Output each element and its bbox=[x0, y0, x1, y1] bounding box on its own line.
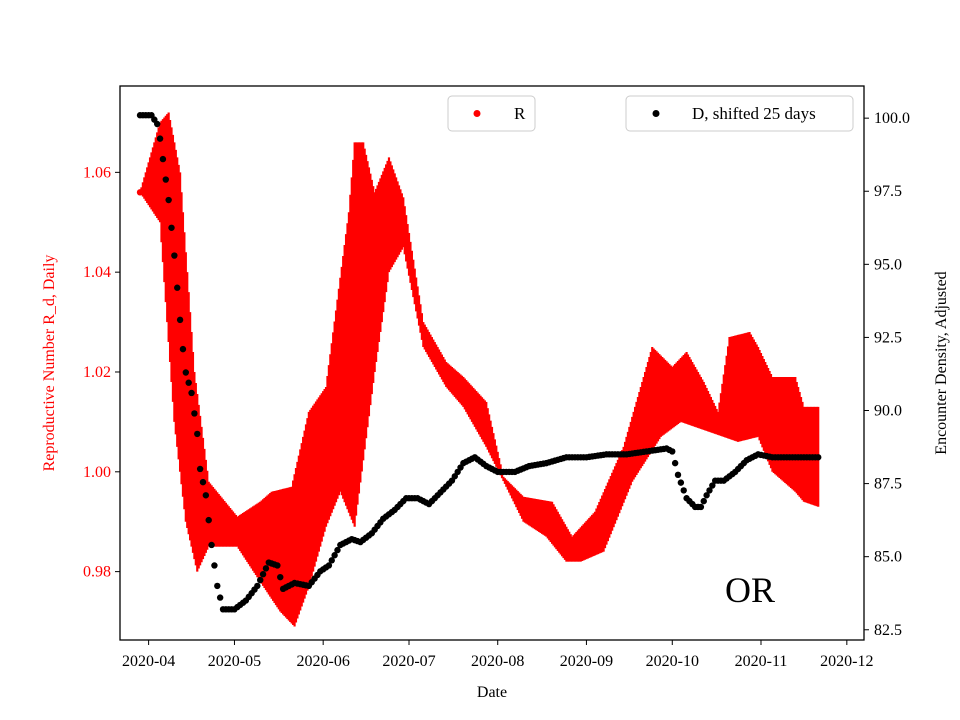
plot-area bbox=[136, 112, 822, 627]
d-point bbox=[274, 562, 281, 569]
x-tick-label: 2020-06 bbox=[297, 653, 350, 670]
d-point bbox=[202, 492, 210, 499]
plot-frame bbox=[119, 85, 865, 641]
d-point bbox=[277, 573, 284, 581]
y-left-tick-label: 1.04 bbox=[83, 264, 111, 281]
d-point bbox=[196, 465, 204, 473]
d-point bbox=[259, 571, 267, 578]
d-point bbox=[214, 582, 221, 590]
legend-r-marker bbox=[473, 110, 481, 117]
y-right-tick-label: 82.5 bbox=[874, 622, 902, 639]
y-right-tick-label: 100.0 bbox=[874, 110, 910, 127]
x-axis: 2020-04 2020-05 2020-06 2020-07 2020-08 2020-… bbox=[122, 640, 873, 670]
legend-d-label: D, shifted 25 days bbox=[692, 104, 816, 123]
x-tick-label: 2020-09 bbox=[560, 653, 613, 670]
d-point bbox=[176, 316, 184, 324]
y-left-tick-label: 1.00 bbox=[83, 464, 111, 481]
x-tick-label: 2020-05 bbox=[208, 653, 261, 670]
d-point bbox=[205, 516, 212, 524]
y-axis-right: 82.5 85.0 87.5 90.0 92.5 95.0 97.5 100.0 bbox=[864, 110, 910, 639]
d-point bbox=[677, 479, 685, 486]
d-point bbox=[216, 594, 224, 601]
y-left-tick-label: 1.02 bbox=[83, 364, 111, 381]
legend-r-label: R bbox=[514, 104, 526, 123]
d-point bbox=[331, 552, 338, 559]
x-axis-title: Date bbox=[477, 684, 507, 701]
y-right-tick-label: 95.0 bbox=[874, 256, 902, 273]
d-point bbox=[709, 482, 716, 489]
d-point bbox=[669, 448, 676, 455]
x-tick-label: 2020-10 bbox=[646, 653, 699, 670]
y-right-tick-label: 97.5 bbox=[874, 183, 902, 200]
state-annotation: OR bbox=[725, 570, 775, 610]
series-d bbox=[136, 112, 822, 613]
d-point bbox=[262, 565, 270, 572]
d-point bbox=[325, 562, 333, 569]
d-point bbox=[191, 410, 198, 417]
d-point bbox=[194, 430, 201, 438]
legend-d: D, shifted 25 days bbox=[625, 95, 854, 132]
r-start-point bbox=[136, 189, 144, 196]
x-tick-label: 2020-04 bbox=[122, 653, 175, 670]
y-axis-right-title: Encounter Density, Adjusted bbox=[933, 271, 950, 454]
d-point bbox=[700, 497, 707, 505]
y-right-tick-label: 85.0 bbox=[874, 549, 902, 566]
d-point bbox=[211, 562, 218, 569]
d-point bbox=[328, 557, 335, 564]
d-point bbox=[334, 546, 341, 554]
d-point bbox=[254, 582, 261, 590]
d-point bbox=[159, 155, 167, 163]
d-point bbox=[165, 196, 172, 204]
d-point bbox=[674, 471, 682, 479]
y-right-tick-label: 87.5 bbox=[874, 476, 902, 493]
series-r bbox=[136, 112, 820, 627]
x-tick-label: 2020-12 bbox=[820, 653, 873, 670]
d-point bbox=[697, 503, 705, 511]
d-point bbox=[815, 454, 822, 461]
x-tick-label: 2020-08 bbox=[471, 653, 524, 670]
d-point bbox=[199, 478, 207, 486]
y-left-tick-label: 0.98 bbox=[83, 564, 111, 581]
d-point bbox=[185, 379, 192, 386]
d-point bbox=[706, 487, 713, 494]
y-right-tick-label: 90.0 bbox=[874, 403, 902, 420]
legend-r-box bbox=[447, 95, 536, 132]
y-axis-left: 0.98 1.00 1.02 1.04 1.06 bbox=[83, 164, 120, 581]
d-point bbox=[179, 345, 187, 353]
d-point bbox=[671, 459, 679, 467]
y-right-tick-label: 92.5 bbox=[874, 329, 902, 346]
legend-d-box bbox=[625, 95, 854, 132]
d-point bbox=[168, 224, 175, 231]
d-point bbox=[154, 120, 161, 128]
d-point bbox=[182, 369, 190, 376]
d-point bbox=[162, 176, 169, 183]
d-point bbox=[208, 541, 215, 549]
y-axis-left-title: Reproductive Number R_d, Daily bbox=[41, 255, 58, 472]
y-left-tick-label: 1.06 bbox=[83, 164, 111, 181]
d-point bbox=[188, 389, 195, 397]
x-tick-label: 2020-07 bbox=[382, 653, 435, 670]
legend-r: R bbox=[447, 95, 536, 132]
d-point bbox=[174, 284, 181, 291]
legend-d-marker bbox=[652, 110, 660, 117]
x-tick-label: 2020-11 bbox=[735, 653, 788, 670]
d-point bbox=[680, 487, 687, 494]
d-point bbox=[703, 492, 710, 499]
d-point bbox=[171, 252, 178, 259]
d-point bbox=[156, 135, 164, 142]
d-point bbox=[257, 576, 264, 584]
